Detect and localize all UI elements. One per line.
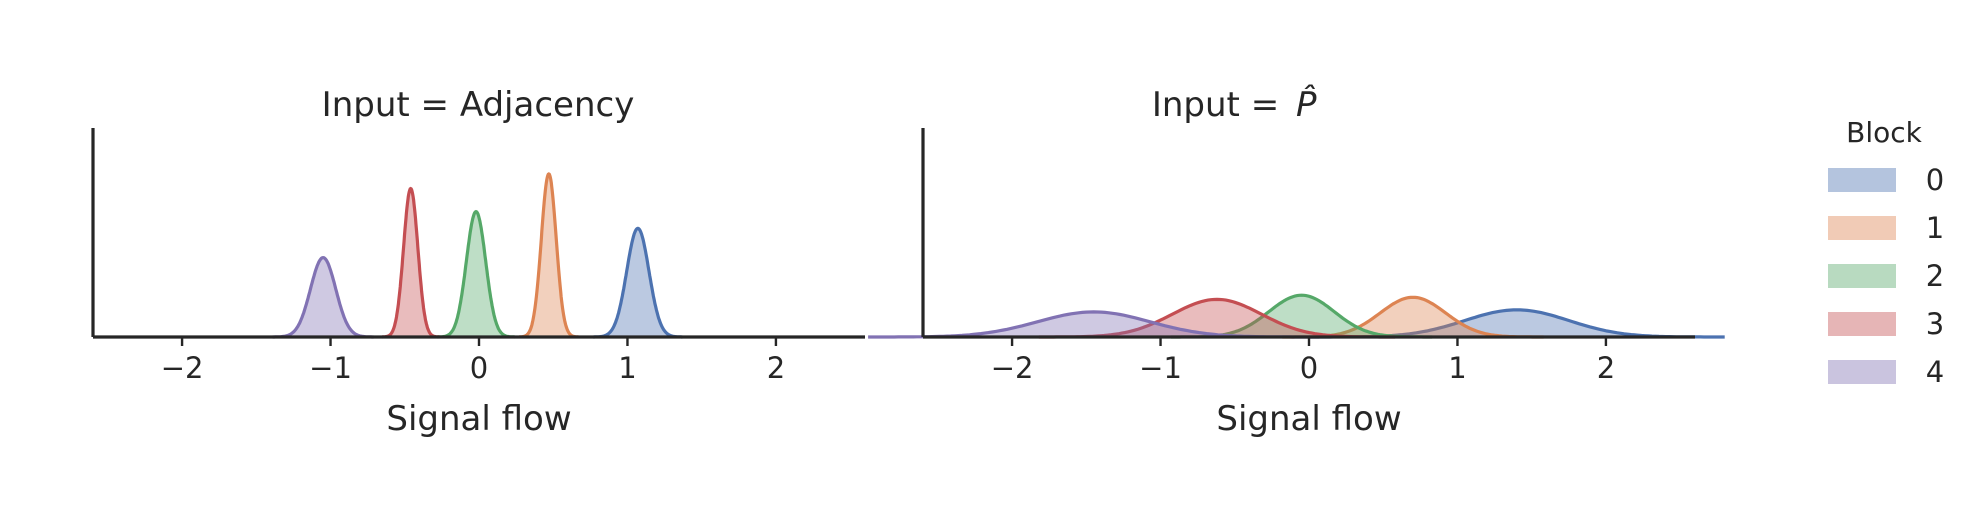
panel-phat: Input = P̂ −2 −1 0 1 2 Signal flow: [868, 84, 1725, 439]
kde-series-4: [272, 255, 374, 339]
x-tick-label: 1: [618, 351, 636, 385]
x-ticks: −2 −1 0 1 2: [991, 337, 1615, 385]
x-tick-label: −2: [991, 351, 1034, 385]
kde-line-3: [381, 186, 440, 339]
panel-adjacency: Input = Adjacency −2 −1 0 1 2 Signal flow: [91, 85, 865, 439]
legend-swatch-3: [1828, 312, 1896, 336]
kde-fill-4: [868, 311, 1320, 337]
kde-fill-0: [593, 228, 683, 337]
legend-swatch-2: [1828, 264, 1896, 288]
x-tick-label: −2: [161, 351, 204, 385]
legend-swatch-4: [1828, 360, 1896, 384]
x-tick-label: −1: [309, 351, 352, 385]
x-ticks: −2 −1 0 1 2: [161, 337, 785, 385]
kde-line-2: [437, 209, 515, 339]
x-axis-label: Signal flow: [386, 399, 571, 439]
x-tick-label: 1: [1448, 351, 1466, 385]
legend-item-2: 2: [1828, 259, 1944, 293]
kde-fill-3: [1038, 299, 1396, 337]
panel-title-phat: Input =: [1152, 85, 1290, 125]
kde-line-0: [593, 226, 683, 339]
kde-fill-1: [1282, 297, 1544, 337]
x-tick-label: 0: [1300, 351, 1318, 385]
x-tick-label: 0: [470, 351, 488, 385]
kde-fill-4: [272, 257, 374, 337]
legend-swatch-0: [1828, 168, 1896, 192]
legend-item-3: 3: [1828, 307, 1944, 341]
x-tick-label: −1: [1139, 351, 1182, 385]
kde-fill-2: [437, 211, 515, 337]
legend-title: Block: [1846, 116, 1923, 149]
kde-series-0: [593, 226, 683, 339]
kde-fill-3: [382, 188, 440, 337]
x-tick-label: 2: [767, 351, 785, 385]
x-axis-label: Signal flow: [1216, 399, 1401, 439]
legend-label-2: 2: [1926, 259, 1944, 293]
legend-label-3: 3: [1926, 307, 1944, 341]
panel-title-phat-math: P̂: [1296, 84, 1317, 125]
kde-fill-2: [1170, 295, 1433, 337]
kde-series-group: [868, 293, 1725, 339]
legend-label-1: 1: [1926, 211, 1944, 245]
kde-line-4: [272, 255, 374, 339]
kde-line-1: [519, 172, 579, 339]
legend: Block 0 1 2 3 4: [1828, 116, 1944, 389]
legend-item-0: 0: [1828, 163, 1944, 197]
kde-series-group: [272, 172, 683, 339]
legend-label-0: 0: [1926, 163, 1944, 197]
panel-title-adjacency: Input = Adjacency: [322, 85, 635, 125]
x-tick-label: 2: [1597, 351, 1615, 385]
kde-series-3: [381, 186, 440, 339]
legend-swatch-1: [1828, 216, 1896, 240]
kde-series-1: [519, 172, 579, 339]
legend-item-1: 1: [1828, 211, 1944, 245]
legend-item-4: 4: [1828, 355, 1944, 389]
kde-fill-0: [1309, 309, 1725, 337]
legend-label-4: 4: [1926, 355, 1944, 389]
kde-series-2: [437, 209, 515, 339]
kde-fill-1: [519, 174, 579, 337]
legend-items: 0 1 2 3 4: [1828, 163, 1944, 389]
